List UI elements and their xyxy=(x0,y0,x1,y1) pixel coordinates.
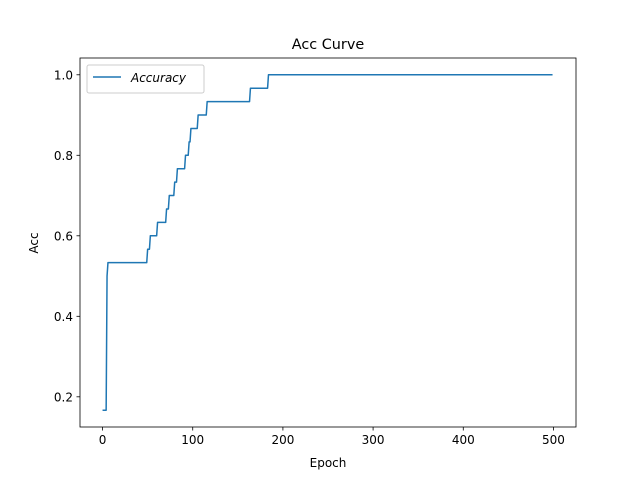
x-tick-label: 300 xyxy=(362,433,385,447)
legend-box xyxy=(86,64,205,94)
chart-title: Acc Curve xyxy=(292,37,365,53)
legend-accuracy-label: Accuracy xyxy=(130,71,187,85)
y-tick-label: 0.8 xyxy=(54,149,73,163)
y-tick-label: 0.2 xyxy=(54,390,73,404)
x-tick-label: 0 xyxy=(99,433,107,447)
accuracy-series-line xyxy=(102,74,553,411)
x-tick-label: 200 xyxy=(271,433,294,447)
legend: Accuracy xyxy=(86,64,205,94)
y-tick-label: 0.4 xyxy=(54,310,73,324)
y-axis-ticks: 0.2 0.4 0.6 0.8 1.0 xyxy=(54,68,80,404)
x-axis-label: Epoch xyxy=(310,456,347,470)
x-tick-label: 500 xyxy=(542,433,565,447)
x-axis-ticks: 0 100 200 300 400 500 xyxy=(99,427,565,447)
plot-frame xyxy=(79,57,577,428)
y-tick-label: 0.6 xyxy=(54,229,73,243)
y-tick-label: 1.0 xyxy=(54,68,73,82)
x-tick-label: 400 xyxy=(452,433,475,447)
x-tick-label: 100 xyxy=(181,433,204,447)
y-axis-label: Acc xyxy=(27,232,41,253)
